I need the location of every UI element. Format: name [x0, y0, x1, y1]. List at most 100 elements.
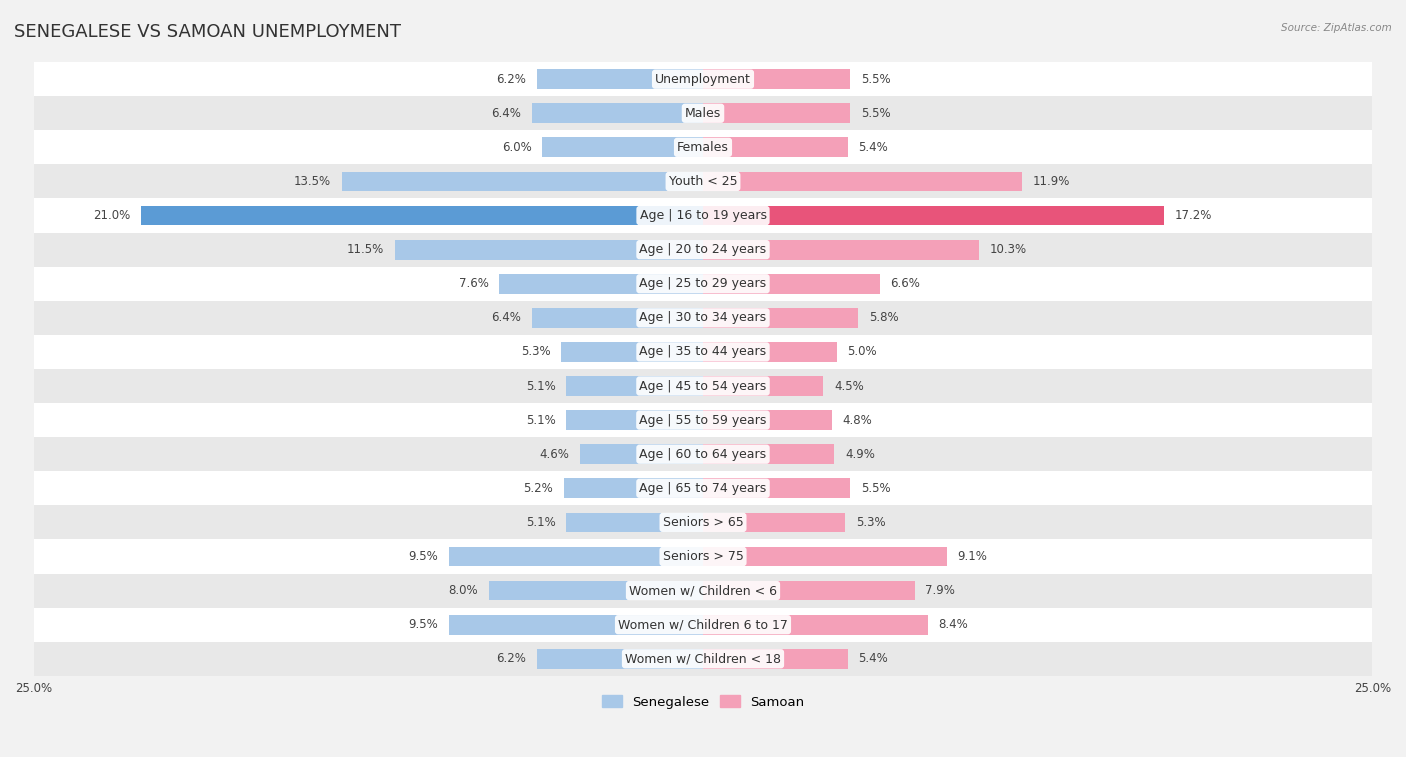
Text: 5.4%: 5.4% — [858, 653, 889, 665]
Text: 4.6%: 4.6% — [540, 447, 569, 461]
Bar — [703, 70, 851, 89]
Bar — [34, 96, 1372, 130]
Text: Age | 20 to 24 years: Age | 20 to 24 years — [640, 243, 766, 256]
Text: 5.0%: 5.0% — [848, 345, 877, 358]
Text: 4.5%: 4.5% — [834, 379, 863, 393]
Bar — [703, 172, 1022, 192]
Text: 4.8%: 4.8% — [842, 413, 872, 427]
Text: Age | 35 to 44 years: Age | 35 to 44 years — [640, 345, 766, 358]
Text: 11.9%: 11.9% — [1032, 175, 1070, 188]
Text: 17.2%: 17.2% — [1174, 209, 1212, 222]
Bar — [499, 274, 703, 294]
Bar — [703, 104, 851, 123]
Text: 5.5%: 5.5% — [860, 107, 890, 120]
Text: 6.2%: 6.2% — [496, 73, 526, 86]
Bar — [34, 642, 1372, 676]
Text: 5.3%: 5.3% — [520, 345, 550, 358]
Bar — [395, 240, 703, 260]
Text: 10.3%: 10.3% — [990, 243, 1026, 256]
Text: 4.9%: 4.9% — [845, 447, 875, 461]
Bar — [34, 608, 1372, 642]
Legend: Senegalese, Samoan: Senegalese, Samoan — [596, 690, 810, 714]
Bar — [561, 342, 703, 362]
Text: 6.2%: 6.2% — [496, 653, 526, 665]
Bar — [703, 342, 837, 362]
Bar — [34, 506, 1372, 540]
Bar — [34, 403, 1372, 437]
Text: 7.6%: 7.6% — [458, 277, 489, 290]
Bar — [531, 308, 703, 328]
Bar — [567, 512, 703, 532]
Text: 5.2%: 5.2% — [523, 481, 553, 495]
Text: 9.5%: 9.5% — [408, 618, 437, 631]
Text: 5.3%: 5.3% — [856, 516, 886, 529]
Bar — [34, 130, 1372, 164]
Text: 5.5%: 5.5% — [860, 73, 890, 86]
Text: 6.4%: 6.4% — [491, 107, 520, 120]
Bar — [34, 437, 1372, 472]
Bar — [449, 547, 703, 566]
Text: 6.0%: 6.0% — [502, 141, 531, 154]
Text: Youth < 25: Youth < 25 — [669, 175, 737, 188]
Bar — [703, 206, 1164, 226]
Bar — [489, 581, 703, 600]
Bar — [703, 615, 928, 634]
Bar — [34, 540, 1372, 574]
Bar — [703, 547, 946, 566]
Text: Source: ZipAtlas.com: Source: ZipAtlas.com — [1281, 23, 1392, 33]
Bar — [342, 172, 703, 192]
Text: 7.9%: 7.9% — [925, 584, 955, 597]
Text: Women w/ Children < 18: Women w/ Children < 18 — [626, 653, 780, 665]
Bar — [34, 574, 1372, 608]
Bar — [703, 478, 851, 498]
Bar — [537, 70, 703, 89]
Bar — [449, 615, 703, 634]
Bar — [531, 104, 703, 123]
Text: 5.4%: 5.4% — [858, 141, 889, 154]
Text: Age | 45 to 54 years: Age | 45 to 54 years — [640, 379, 766, 393]
Text: 9.1%: 9.1% — [957, 550, 987, 563]
Text: 5.1%: 5.1% — [526, 516, 555, 529]
Bar — [703, 308, 858, 328]
Text: Females: Females — [678, 141, 728, 154]
Text: 6.4%: 6.4% — [491, 311, 520, 324]
Bar — [34, 198, 1372, 232]
Bar — [703, 649, 848, 668]
Text: 5.1%: 5.1% — [526, 379, 555, 393]
Text: Unemployment: Unemployment — [655, 73, 751, 86]
Bar — [34, 369, 1372, 403]
Text: Age | 30 to 34 years: Age | 30 to 34 years — [640, 311, 766, 324]
Bar — [34, 62, 1372, 96]
Bar — [703, 376, 824, 396]
Bar — [703, 274, 880, 294]
Text: Age | 25 to 29 years: Age | 25 to 29 years — [640, 277, 766, 290]
Bar — [579, 444, 703, 464]
Bar — [703, 138, 848, 157]
Bar — [34, 164, 1372, 198]
Bar — [34, 472, 1372, 506]
Text: 21.0%: 21.0% — [93, 209, 129, 222]
Text: 8.0%: 8.0% — [449, 584, 478, 597]
Bar — [543, 138, 703, 157]
Bar — [564, 478, 703, 498]
Bar — [567, 410, 703, 430]
Text: 11.5%: 11.5% — [347, 243, 384, 256]
Text: Males: Males — [685, 107, 721, 120]
Text: Age | 16 to 19 years: Age | 16 to 19 years — [640, 209, 766, 222]
Bar — [34, 266, 1372, 301]
Bar — [703, 444, 834, 464]
Text: Seniors > 65: Seniors > 65 — [662, 516, 744, 529]
Text: Women w/ Children < 6: Women w/ Children < 6 — [628, 584, 778, 597]
Bar — [34, 232, 1372, 266]
Text: Age | 55 to 59 years: Age | 55 to 59 years — [640, 413, 766, 427]
Text: Women w/ Children 6 to 17: Women w/ Children 6 to 17 — [619, 618, 787, 631]
Bar — [34, 335, 1372, 369]
Text: 5.5%: 5.5% — [860, 481, 890, 495]
Text: SENEGALESE VS SAMOAN UNEMPLOYMENT: SENEGALESE VS SAMOAN UNEMPLOYMENT — [14, 23, 401, 41]
Text: 6.6%: 6.6% — [890, 277, 921, 290]
Text: 13.5%: 13.5% — [294, 175, 330, 188]
Text: 5.8%: 5.8% — [869, 311, 898, 324]
Text: 5.1%: 5.1% — [526, 413, 555, 427]
Bar — [703, 410, 831, 430]
Text: Age | 60 to 64 years: Age | 60 to 64 years — [640, 447, 766, 461]
